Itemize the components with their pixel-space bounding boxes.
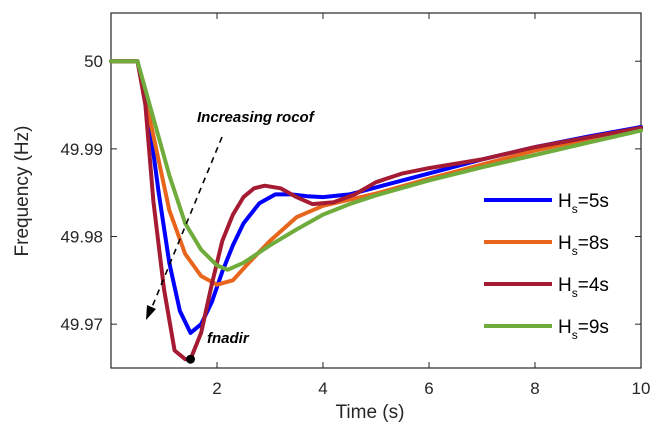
y-tick-label: 49.99 xyxy=(60,140,103,159)
y-axis-label: Frequency (Hz) xyxy=(12,126,33,257)
legend-label-main: H xyxy=(558,233,572,254)
series-line-3 xyxy=(109,59,643,362)
legend-label: Hs=9s xyxy=(558,317,609,342)
fnadir-annotation: fnadir xyxy=(207,330,250,347)
legend-label-main: H xyxy=(558,317,572,338)
legend-label-main: H xyxy=(558,275,572,296)
legend-item: Hs=5s xyxy=(484,191,609,216)
y-tick-label: 50 xyxy=(84,52,103,71)
legend-label-tail: =9s xyxy=(578,317,609,338)
x-axis-label: Time (s) xyxy=(336,402,405,423)
legend-label-tail: =5s xyxy=(578,191,609,212)
legend-label-sub: s xyxy=(572,244,578,258)
x-tick-label: 4 xyxy=(318,379,327,398)
legend-item: Hs=9s xyxy=(484,317,609,342)
legend-label: Hs=4s xyxy=(558,275,609,300)
x-tick-label: 10 xyxy=(632,379,651,398)
legend-item: Hs=4s xyxy=(484,275,609,300)
series-line-2 xyxy=(109,59,643,287)
legend-label-sub: s xyxy=(572,328,578,342)
fnadir-marker xyxy=(186,354,195,364)
rocof-annotation: Increasing rocof xyxy=(197,109,316,126)
legend-label-tail: =4s xyxy=(578,275,609,296)
rocof-arrow xyxy=(149,136,223,313)
legend-label-sub: s xyxy=(572,286,578,300)
y-tick-label: 49.97 xyxy=(60,315,103,334)
legend-label: Hs=8s xyxy=(558,233,609,258)
x-tick-label: 8 xyxy=(530,379,539,398)
x-axis: 2 4 6 8 10 xyxy=(212,13,650,398)
y-tick-label: 49.98 xyxy=(60,228,103,247)
legend-label-main: H xyxy=(558,191,572,212)
legend-label-tail: =8s xyxy=(578,233,609,254)
rocof-arrowhead xyxy=(146,305,156,320)
legend-item: Hs=8s xyxy=(484,233,609,258)
x-tick-label: 6 xyxy=(424,379,433,398)
y-axis: 49.97 49.98 49.99 50 xyxy=(60,52,641,334)
series-layer xyxy=(109,59,643,362)
x-tick-label: 2 xyxy=(212,379,221,398)
legend-label-sub: s xyxy=(572,202,578,216)
series-line-1 xyxy=(109,59,643,335)
series-line-4 xyxy=(109,59,643,272)
legend-label: Hs=5s xyxy=(558,191,609,216)
